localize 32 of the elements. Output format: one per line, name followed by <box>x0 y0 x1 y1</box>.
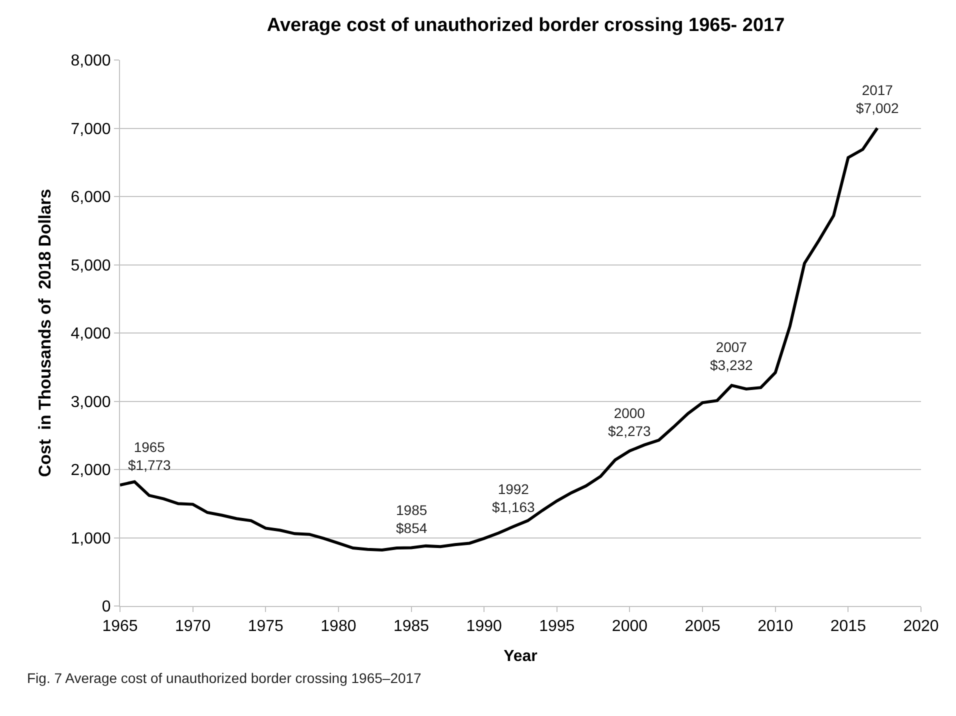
y-tick-label: 8,000 <box>70 52 111 70</box>
x-axis-title: Year <box>504 648 538 665</box>
y-tick-label: 5,000 <box>70 257 111 274</box>
y-tick-label: 2,000 <box>70 462 111 480</box>
annotation: 2000 $2,273 <box>608 405 652 440</box>
x-tick-label: 2015 <box>830 618 866 636</box>
y-tick-label: 7,000 <box>70 120 111 138</box>
annotation: 2007 $3,232 <box>710 339 754 374</box>
x-tick-label: 2005 <box>684 618 720 636</box>
x-tick-label: 1970 <box>175 618 211 636</box>
chart-title: Average cost of unauthorized border crossing 1965- 2017 <box>266 15 785 36</box>
annotation: 1985 $854 <box>396 502 428 536</box>
line-series <box>120 126 879 552</box>
y-tick-label: 6,000 <box>70 189 111 206</box>
x-tick-label: 1985 <box>393 618 430 636</box>
x-tick-label: 1990 <box>466 618 502 636</box>
x-tick-label: 1975 <box>248 618 284 636</box>
x-tick-label: 2020 <box>903 618 939 636</box>
y-tick-label: 1,000 <box>70 530 111 548</box>
y-tick-label: 4,000 <box>70 326 111 343</box>
x-tick-label: 1980 <box>320 618 356 636</box>
y-axis-title: Cost in Thousands of 2018 Dollars <box>35 188 54 478</box>
annotation: 1992 $1,163 <box>492 481 536 516</box>
caption: Fig. 7 Average cost of unauthorized border crossing 1965–2017 <box>27 670 422 686</box>
annotation: 1965 $1,773 <box>128 439 172 474</box>
annotation: 2017 $7,002 <box>856 82 900 116</box>
x-tick-label: 2000 <box>612 618 648 636</box>
x-tick-label: 2010 <box>758 618 794 636</box>
x-tick-label: 1995 <box>539 618 575 636</box>
y-tick-label: 0 <box>102 598 111 616</box>
x-tick-label: 1965 <box>102 618 138 636</box>
y-tick-label: 3,000 <box>70 394 111 411</box>
